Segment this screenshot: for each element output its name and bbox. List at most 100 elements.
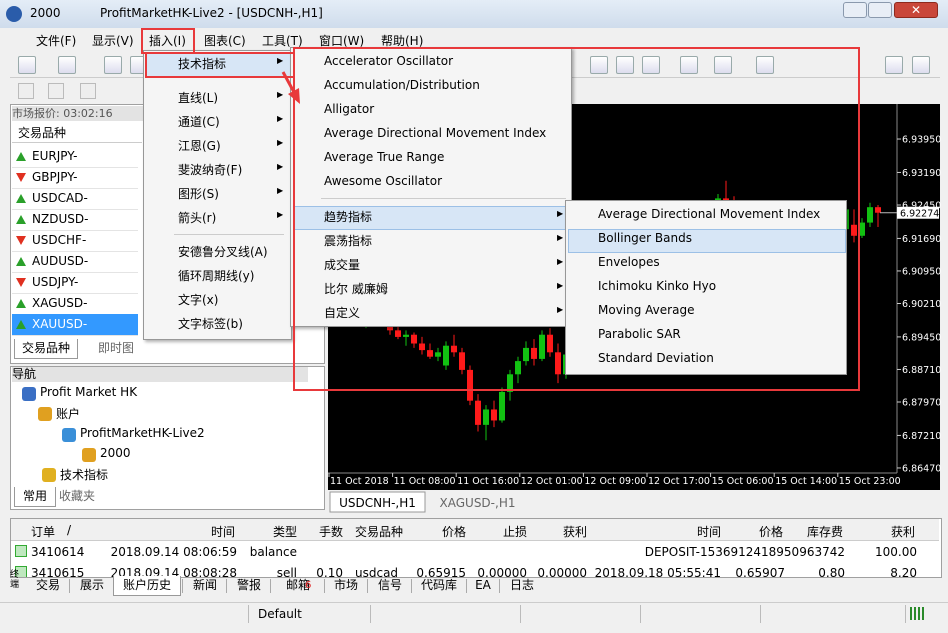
- toolbar-button[interactable]: [18, 83, 34, 99]
- column-header[interactable]: 获利: [890, 525, 915, 539]
- tab[interactable]: 常用: [14, 487, 56, 507]
- cell[interactable]: 0.80: [818, 566, 845, 578]
- menu-item[interactable]: 安德鲁分叉线(A): [178, 245, 268, 259]
- cell[interactable]: 8.20: [890, 566, 917, 578]
- menu-item[interactable]: 工具(T): [262, 34, 303, 48]
- cell[interactable]: 0.10: [316, 566, 343, 578]
- menu-item[interactable]: Accumulation/Distribution: [324, 78, 480, 92]
- toolbar-button[interactable]: [680, 56, 698, 74]
- tab[interactable]: 新闻: [192, 578, 217, 592]
- menu-item[interactable]: 文字(x): [178, 293, 219, 307]
- toolbar-button[interactable]: [48, 83, 64, 99]
- window-close[interactable]: ✕: [894, 2, 938, 18]
- symbol[interactable]: XAGUSD-: [32, 296, 88, 310]
- tab[interactable]: 代码库: [420, 578, 457, 592]
- window-max[interactable]: [868, 2, 892, 18]
- cell[interactable]: sell: [276, 566, 297, 578]
- menu-item[interactable]: 震荡指标: [324, 234, 373, 248]
- column-header[interactable]: 价格: [441, 525, 466, 539]
- menu-item[interactable]: 比尔 威廉姆: [324, 282, 388, 296]
- menu-item[interactable]: 箭头(r): [178, 211, 217, 225]
- menu-item[interactable]: Moving Average: [598, 303, 695, 317]
- cell[interactable]: DEPOSIT-1536912418950963742: [644, 545, 845, 559]
- tab[interactable]: 交易品种: [14, 339, 78, 359]
- menu-item[interactable]: 趋势指标: [324, 210, 373, 224]
- column-header[interactable]: 库存费: [806, 525, 843, 539]
- symbol[interactable]: NZDUSD-: [32, 212, 89, 226]
- toolbar-button[interactable]: [18, 56, 36, 74]
- tab[interactable]: 信号: [377, 578, 402, 592]
- menu-item[interactable]: 窗口(W): [319, 34, 365, 48]
- cell[interactable]: 2018.09.18 05:55:41: [594, 566, 721, 578]
- menu-item[interactable]: 显示(V): [92, 34, 134, 48]
- menu-item[interactable]: Parabolic SAR: [598, 327, 681, 341]
- column-header[interactable]: 类型: [272, 525, 297, 539]
- menu-item[interactable]: 斐波纳奇(F): [178, 163, 243, 177]
- tree-item[interactable]: ProfitMarketHK-Live2: [80, 426, 205, 440]
- tab[interactable]: 即时图: [97, 341, 134, 355]
- column-header[interactable]: 价格: [758, 525, 783, 539]
- symbol[interactable]: USDCAD-: [32, 191, 88, 205]
- menu-item[interactable]: Envelopes: [598, 255, 660, 269]
- cell[interactable]: 0.65907: [735, 566, 785, 578]
- menu-item[interactable]: 循环周期线(y): [178, 269, 255, 283]
- menu-item[interactable]: 文件(F): [36, 34, 77, 48]
- menu-item[interactable]: 成交量: [324, 258, 361, 272]
- menu-item[interactable]: 图表(C): [204, 34, 246, 48]
- menu-item[interactable]: 自定义: [324, 306, 361, 320]
- menu-item[interactable]: 直线(L): [178, 91, 219, 105]
- cell[interactable]: 3410614: [31, 545, 85, 559]
- symbol[interactable]: USDCHF-: [32, 233, 87, 247]
- column-header[interactable]: 手数: [318, 525, 343, 539]
- cell[interactable]: balance: [249, 545, 297, 559]
- cell[interactable]: 100.00: [875, 545, 917, 559]
- column-header[interactable]: 交易品种: [355, 525, 404, 539]
- menu-item[interactable]: 帮助(H): [381, 34, 424, 48]
- column-header[interactable]: 订单: [31, 525, 56, 539]
- menu-item[interactable]: Average Directional Movement Index: [324, 126, 547, 140]
- menu-item[interactable]: 技术指标: [178, 57, 227, 71]
- tree-item[interactable]: 2000: [100, 446, 131, 460]
- column-header[interactable]: 时间: [210, 525, 235, 539]
- menu-item[interactable]: 通道(C): [178, 115, 220, 129]
- toolbar-button[interactable]: [912, 56, 930, 74]
- tab[interactable]: EA: [475, 578, 491, 592]
- toolbar-button[interactable]: [642, 56, 660, 74]
- menu-item[interactable]: Bollinger Bands: [598, 231, 692, 245]
- menu-item[interactable]: Alligator: [324, 102, 375, 116]
- cell[interactable]: 0.00000: [537, 566, 587, 578]
- menu-item[interactable]: 图形(S): [178, 187, 219, 201]
- cell[interactable]: 0.65915: [416, 566, 466, 578]
- column-header[interactable]: /: [67, 523, 72, 537]
- menu-item[interactable]: Standard Deviation: [598, 351, 714, 365]
- toolbar-button[interactable]: [885, 56, 903, 74]
- menu-item[interactable]: Awesome Oscillator: [324, 174, 443, 188]
- cell[interactable]: 0.00000: [477, 566, 527, 578]
- menu-item[interactable]: Ichimoku Kinko Hyo: [598, 279, 717, 293]
- toolbar-button[interactable]: [590, 56, 608, 74]
- symbol[interactable]: EURJPY-: [32, 149, 78, 163]
- toolbar-button[interactable]: [616, 56, 634, 74]
- symbol[interactable]: AUDUSD-: [32, 254, 89, 268]
- tree-item[interactable]: 技术指标: [60, 468, 109, 482]
- column-header[interactable]: 获利: [562, 525, 587, 539]
- tab[interactable]: 收藏夹: [58, 489, 95, 503]
- tab[interactable]: 展示: [79, 578, 104, 592]
- tab[interactable]: 账户历史: [113, 576, 181, 596]
- window-min[interactable]: [843, 2, 867, 18]
- toolbar-button[interactable]: [756, 56, 774, 74]
- tab[interactable]: 交易: [35, 578, 60, 592]
- column-header[interactable]: 时间: [696, 525, 721, 539]
- toolbar-button[interactable]: [58, 56, 76, 74]
- tab[interactable]: 邮箱: [285, 578, 310, 592]
- tree-item[interactable]: 账户: [56, 407, 81, 421]
- toolbar-button[interactable]: [80, 83, 96, 99]
- toolbar-button[interactable]: [104, 56, 122, 74]
- symbol[interactable]: USDJPY-: [32, 275, 79, 289]
- cell[interactable]: 2018.09.14 08:08:28: [110, 566, 237, 578]
- menu-item[interactable]: 江恩(G): [178, 139, 221, 153]
- tab[interactable]: 市场: [333, 578, 358, 592]
- toolbar-button[interactable]: [714, 56, 732, 74]
- tab[interactable]: 警报: [236, 578, 261, 592]
- menu-item[interactable]: 文字标签(b): [178, 317, 243, 331]
